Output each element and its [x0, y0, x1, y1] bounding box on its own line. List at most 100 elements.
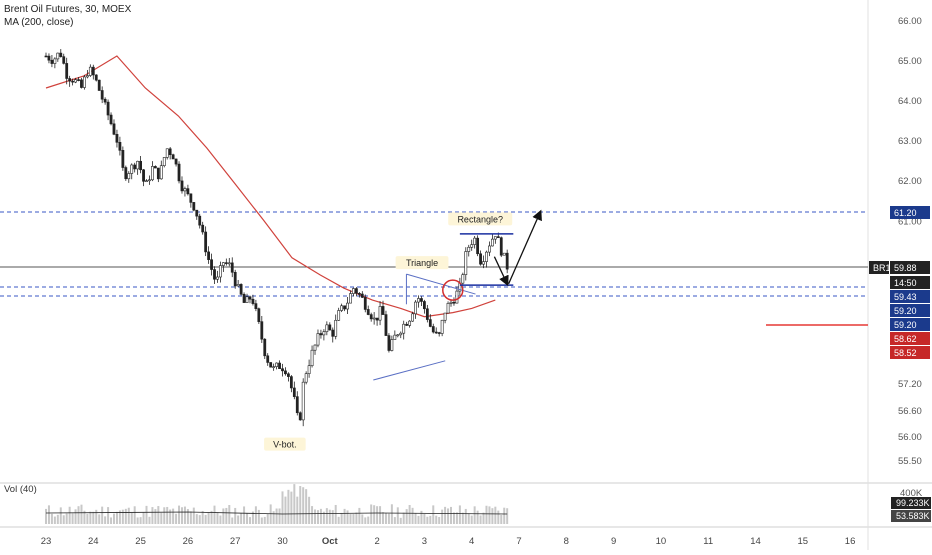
volume-bar	[337, 516, 340, 524]
symbol-title: Brent Oil Futures, 30, MOEX	[4, 4, 132, 15]
volume-bar	[98, 514, 101, 524]
volume-bar	[405, 509, 408, 524]
candle-body	[269, 362, 273, 368]
candle-body	[479, 253, 482, 265]
volume-bar	[479, 515, 482, 524]
volume-bar	[192, 507, 195, 524]
volume-bar	[115, 511, 118, 524]
volume-bar	[195, 514, 198, 524]
candle-body	[162, 157, 166, 166]
candle-body	[97, 79, 101, 91]
volume-bar	[447, 508, 450, 524]
candle-body	[402, 323, 406, 334]
candle-body	[360, 293, 364, 298]
candle-body	[499, 237, 503, 256]
candles-group	[44, 49, 509, 427]
volume-bar	[275, 508, 278, 524]
volume-bar	[53, 516, 56, 524]
candle-body	[224, 262, 228, 264]
volume-bar	[246, 513, 249, 524]
time-tick-label: 10	[656, 536, 667, 547]
candle-body	[287, 373, 290, 377]
price-badge-bg	[890, 304, 930, 317]
time-tick-label: 14	[750, 536, 761, 547]
volume-bar	[293, 484, 296, 524]
volume-bar	[130, 512, 133, 524]
candle-body	[313, 344, 317, 351]
candle-body	[266, 355, 270, 363]
candle-body	[153, 166, 157, 169]
volume-bar	[151, 507, 154, 524]
candle-body	[292, 387, 296, 397]
volume-bar	[464, 508, 467, 524]
candle-body	[139, 160, 143, 171]
volume-bar	[266, 513, 269, 524]
candle-body	[245, 296, 249, 303]
price-tick-label: 61.00	[898, 216, 922, 227]
candle-body	[106, 101, 110, 116]
volume-bar	[228, 504, 231, 524]
candle-body	[369, 314, 373, 320]
candle-body	[349, 293, 352, 304]
candle-body	[381, 306, 385, 315]
volume-bar	[387, 513, 390, 524]
candle-body	[145, 180, 148, 183]
price-badge-label: 14:50	[894, 278, 917, 288]
candle-body	[257, 308, 261, 322]
candle-body	[437, 332, 441, 334]
candle-body	[485, 251, 488, 262]
volume-bar	[311, 506, 314, 524]
candle-body	[168, 148, 172, 155]
volume-bar	[254, 506, 257, 524]
candle-body	[334, 319, 338, 337]
volume-bar	[488, 506, 491, 524]
volume-bar	[237, 515, 240, 524]
price-tick-label: 57.20	[898, 379, 922, 390]
candle-body	[216, 276, 219, 280]
candle-body	[88, 66, 92, 76]
candle-body	[189, 193, 193, 203]
candle-body	[428, 319, 432, 327]
volume-bar	[186, 509, 189, 524]
candle-body	[44, 55, 48, 58]
price-tick-label: 65.00	[898, 56, 922, 67]
volume-tick-label: 400K	[900, 488, 923, 499]
candle-body	[233, 271, 237, 287]
candle-body	[411, 313, 414, 322]
candle-body	[476, 237, 480, 255]
volume-bar	[352, 513, 355, 524]
candle-body	[310, 349, 314, 367]
candle-body	[174, 158, 178, 165]
volume-bar	[361, 514, 364, 524]
candle-body	[159, 165, 163, 180]
volume-bar	[373, 505, 376, 524]
candle-body	[65, 63, 69, 79]
candle-body	[201, 224, 205, 233]
candle-body	[236, 284, 240, 287]
candle-body	[470, 244, 474, 248]
volume-bar	[396, 507, 399, 524]
volume-bar	[77, 506, 80, 524]
candle-body	[77, 79, 80, 81]
volume-bar	[334, 504, 337, 524]
candle-body	[396, 334, 400, 337]
volume-bar	[461, 512, 464, 524]
price-badge-bg	[890, 261, 930, 274]
volume-bar	[284, 496, 287, 524]
candle-body	[100, 90, 104, 100]
volume-bar	[376, 506, 379, 524]
volume-bar	[325, 508, 328, 524]
volume-average-line	[45, 511, 508, 515]
candle-body	[319, 333, 323, 336]
time-tick-label: 9	[611, 536, 616, 547]
volume-bar	[349, 514, 352, 524]
price-badge-bg	[890, 346, 930, 359]
candle-body	[192, 202, 196, 211]
candle-body	[301, 381, 305, 421]
volume-bar	[290, 491, 293, 524]
volume-bar	[136, 517, 139, 524]
candle-body	[94, 74, 98, 81]
volume-bar	[248, 517, 251, 524]
